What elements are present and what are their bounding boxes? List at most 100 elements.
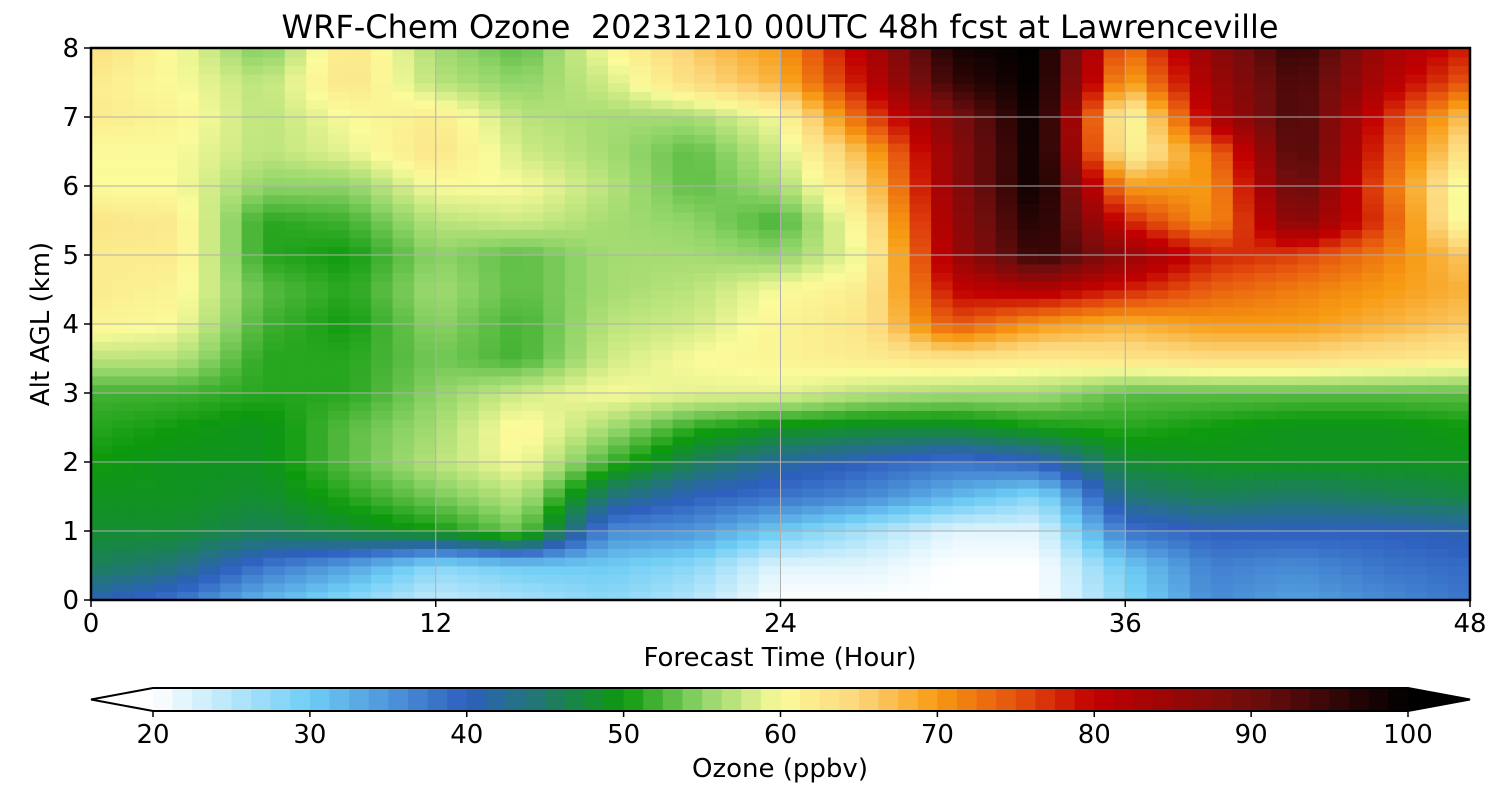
heatmap-cell: [844, 427, 868, 437]
heatmap-cell: [995, 435, 1019, 446]
heatmap-cell: [306, 168, 329, 179]
heatmap-cell: [177, 530, 200, 541]
heatmap-cell: [823, 548, 846, 558]
heatmap-cell: [629, 341, 652, 351]
heatmap-cell: [90, 142, 114, 153]
heatmap-cell: [586, 263, 609, 274]
heatmap-cell: [564, 522, 588, 532]
heatmap-cell: [1383, 65, 1407, 75]
heatmap-cell: [1383, 366, 1407, 377]
heatmap-cell: [521, 237, 545, 248]
heatmap-cell: [1254, 211, 1277, 222]
colorbar-segment: [545, 688, 566, 711]
heatmap-cell: [758, 453, 782, 463]
heatmap-cell: [1275, 289, 1299, 299]
heatmap-cell: [586, 358, 609, 368]
heatmap-cell: [90, 332, 114, 343]
heatmap-cell: [1232, 185, 1256, 196]
heatmap-cell: [1426, 116, 1450, 127]
heatmap-cell: [952, 375, 976, 386]
heatmap-cell: [866, 332, 889, 343]
heatmap-cell: [1275, 323, 1299, 334]
heatmap-cell: [1082, 556, 1105, 567]
heatmap-cell: [1038, 427, 1062, 437]
heatmap-cell: [177, 539, 200, 550]
heatmap-cell: [1275, 65, 1299, 75]
heatmap-cell: [715, 453, 739, 463]
heatmap-cell: [1125, 134, 1148, 144]
heatmap-cell: [1146, 582, 1170, 593]
heatmap-cell: [1340, 289, 1364, 299]
heatmap-cell: [1125, 237, 1148, 248]
heatmap-cell: [457, 159, 480, 170]
heatmap-cell: [1017, 349, 1040, 360]
heatmap-cell: [888, 349, 911, 360]
heatmap-cell: [392, 375, 415, 386]
heatmap-cell: [694, 401, 717, 412]
heatmap-cell: [1448, 73, 1471, 84]
heatmap-cell: [715, 582, 739, 593]
heatmap-cell: [1168, 263, 1191, 274]
heatmap-cell: [1211, 177, 1234, 187]
heatmap-cell: [866, 418, 889, 429]
heatmap-cell: [1254, 151, 1277, 161]
heatmap-cell: [1017, 280, 1040, 291]
heatmap-cell: [1254, 479, 1277, 489]
heatmap-cell: [1297, 323, 1320, 334]
heatmap-cell: [327, 116, 351, 127]
heatmap-cell: [651, 289, 674, 299]
heatmap-cell: [1060, 142, 1083, 153]
heatmap-cell: [263, 418, 286, 429]
heatmap-cell: [586, 47, 609, 58]
heatmap-cell: [586, 418, 609, 429]
heatmap-cell: [306, 427, 329, 437]
heatmap-cell: [801, 65, 825, 75]
heatmap-cell: [220, 159, 243, 170]
heatmap-cell: [327, 297, 351, 308]
heatmap-cell: [1038, 375, 1062, 386]
heatmap-cell: [651, 513, 674, 524]
heatmap-cell: [327, 513, 351, 524]
heatmap-cell: [995, 539, 1019, 550]
heatmap-cell: [241, 418, 265, 429]
heatmap-cell: [1017, 548, 1040, 558]
heatmap-cell: [1297, 522, 1320, 532]
heatmap-cell: [974, 341, 997, 351]
heatmap-cell: [1340, 435, 1364, 446]
heatmap-cell: [1168, 573, 1191, 584]
heatmap-cell: [629, 530, 652, 541]
heatmap-cell: [112, 289, 135, 299]
heatmap-cell: [306, 306, 329, 317]
heatmap-cell: [1103, 134, 1127, 144]
heatmap-cell: [1082, 211, 1105, 222]
heatmap-cell: [414, 142, 437, 153]
heatmap-cell: [564, 134, 588, 144]
heatmap-cell: [1383, 435, 1407, 446]
heatmap-cell: [198, 280, 222, 291]
heatmap-cell: [414, 194, 437, 205]
heatmap-cell: [1146, 444, 1170, 455]
heatmap-cell: [543, 99, 566, 110]
heatmap-cell: [435, 315, 459, 325]
heatmap-cell: [155, 401, 178, 412]
heatmap-cell: [112, 280, 135, 291]
heatmap-cell: [715, 65, 739, 75]
heatmap-cell: [586, 220, 609, 230]
heatmap-cell: [1168, 565, 1191, 575]
colorbar: [90, 687, 1471, 712]
heatmap-cell: [801, 435, 825, 446]
heatmap-cell: [672, 479, 696, 489]
heatmap-cell: [1362, 384, 1385, 394]
heatmap-cell: [1168, 65, 1191, 75]
heatmap-cell: [1297, 82, 1320, 92]
heatmap-cell: [90, 289, 114, 299]
heatmap-cell: [1340, 297, 1364, 308]
heatmap-cell: [1275, 159, 1299, 170]
heatmap-cell: [931, 65, 954, 75]
heatmap-cell: [198, 56, 222, 67]
heatmap-cell: [1426, 573, 1450, 584]
heatmap-cell: [758, 151, 782, 161]
heatmap-cell: [564, 358, 588, 368]
heatmap-cell: [1082, 47, 1105, 58]
heatmap-cell: [1125, 142, 1148, 153]
